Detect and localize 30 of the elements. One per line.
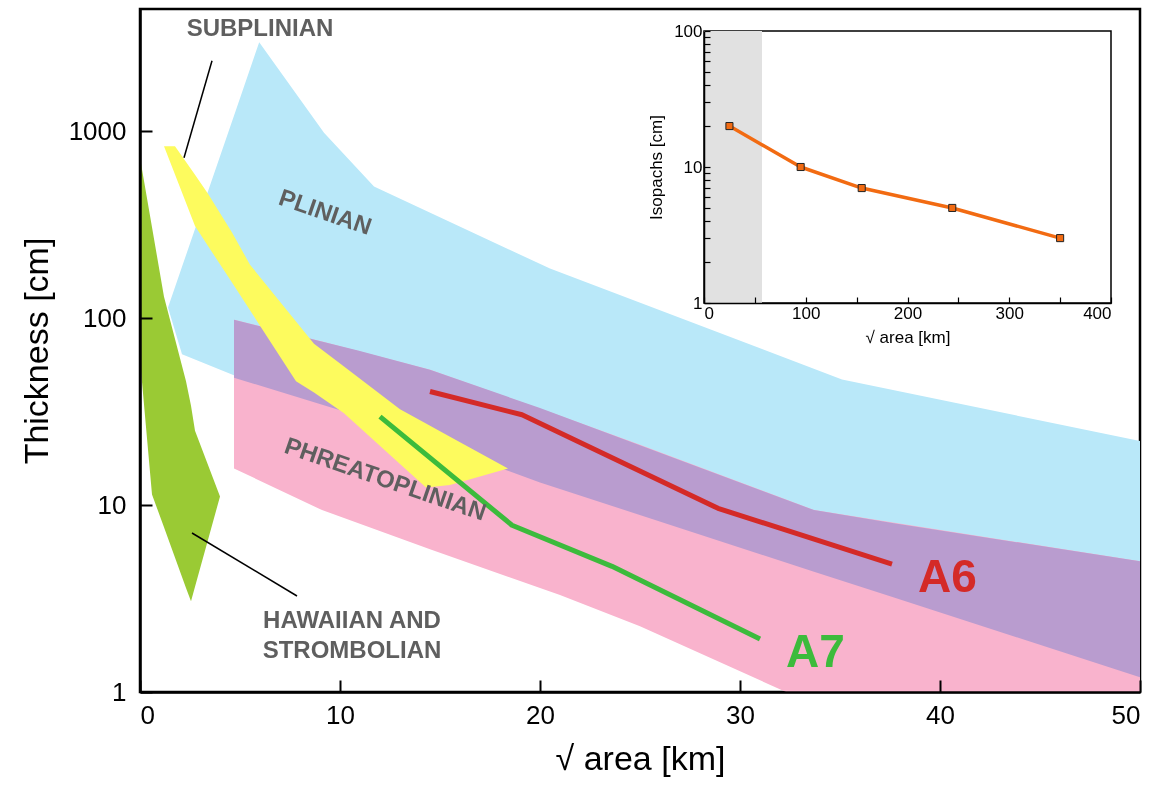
- x-tick-label: 200: [893, 303, 923, 323]
- point: [857, 184, 866, 193]
- annotation: SUBPLINIAN: [186, 13, 334, 41]
- y-tick-label: 100: [674, 21, 703, 41]
- y-axis-title: Isopachs [cm]: [647, 115, 667, 220]
- y-tick-label: 1: [693, 293, 703, 313]
- series-label: A6: [918, 550, 977, 603]
- x-axis-title: √ area [km]: [555, 738, 726, 777]
- point: [948, 203, 957, 212]
- x-tick-label: 0: [704, 303, 714, 323]
- x-tick-label: 50: [1111, 699, 1141, 730]
- x-tick-label: 400: [1083, 303, 1112, 323]
- x-tick-label: 300: [995, 303, 1024, 323]
- y-tick-label: 10: [97, 489, 127, 520]
- annotation: HAWAIIAN AND STROMBOLIAN: [262, 606, 442, 663]
- y-tick-label: 10: [683, 157, 703, 177]
- series-label: A7: [786, 625, 845, 678]
- y-tick-label: 1: [112, 676, 127, 707]
- x-tick-label: 30: [726, 699, 755, 730]
- point: [725, 122, 734, 131]
- y-axis-title: Thickness [cm]: [16, 237, 55, 465]
- x-tick-label: 0: [140, 699, 155, 730]
- x-tick-label: 20: [526, 699, 555, 730]
- x-tick-label: 40: [926, 699, 955, 730]
- x-tick-label: 10: [326, 699, 355, 730]
- x-axis-title: √ area [km]: [865, 327, 951, 347]
- point: [796, 162, 805, 172]
- x-tick-label: 100: [792, 303, 821, 323]
- point: [1056, 234, 1065, 243]
- y-tick-label: 1000: [68, 115, 127, 146]
